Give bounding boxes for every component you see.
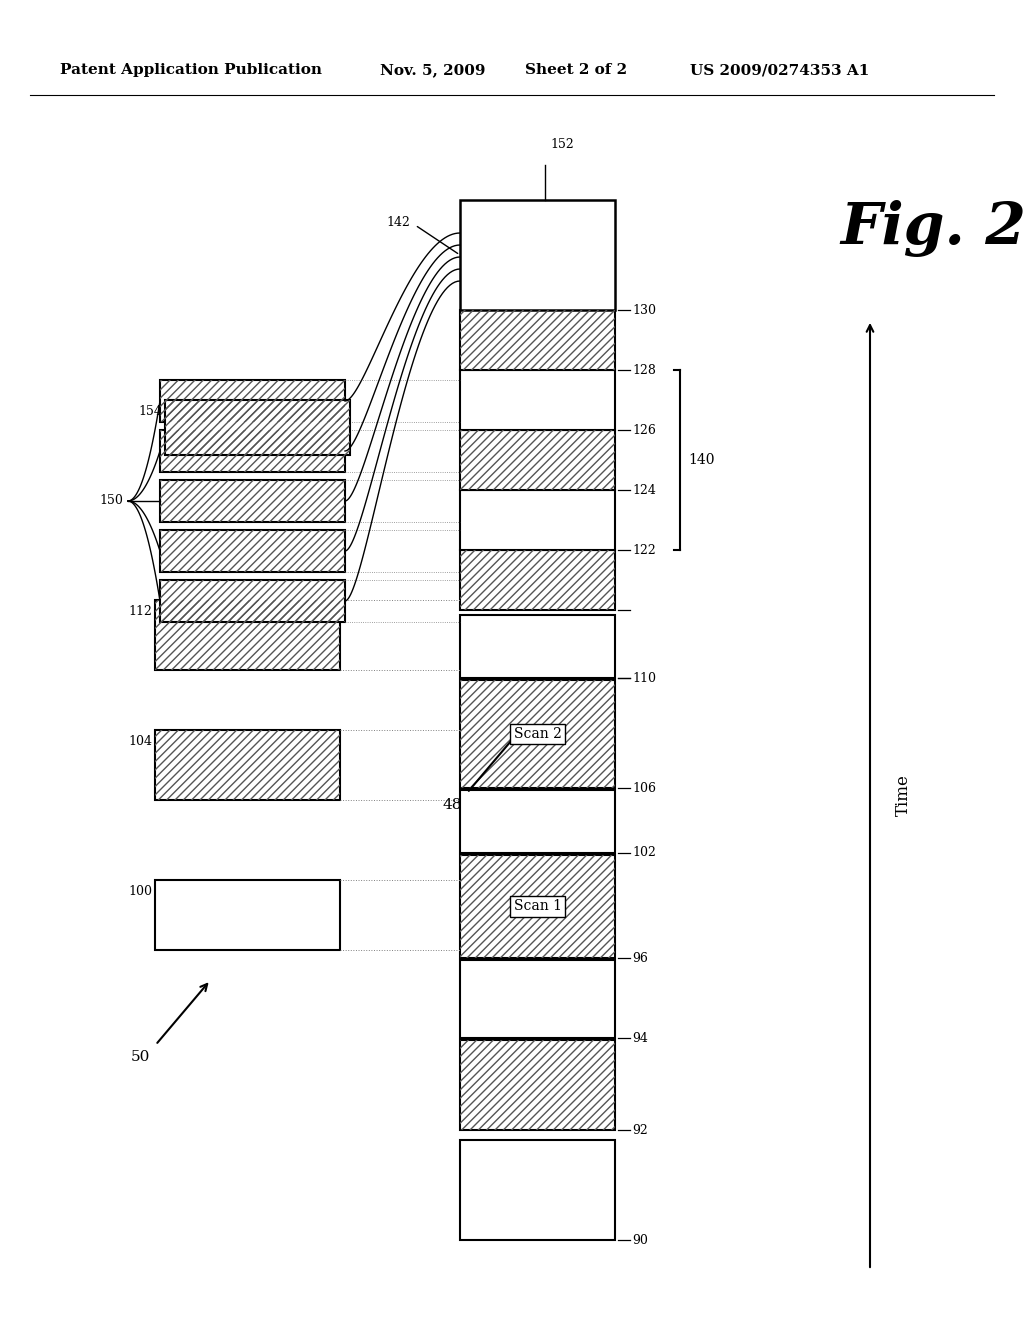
Bar: [160, 480, 345, 521]
Text: Fig. 2: Fig. 2: [840, 201, 1024, 257]
Bar: [160, 531, 345, 572]
Text: 50: 50: [131, 1049, 151, 1064]
Text: Scan 2: Scan 2: [514, 727, 561, 741]
Bar: [460, 855, 615, 958]
Text: 140: 140: [688, 453, 715, 467]
Text: 96: 96: [632, 952, 648, 965]
Bar: [165, 400, 350, 455]
Text: Scan 1: Scan 1: [513, 899, 561, 913]
Text: 126: 126: [632, 424, 656, 437]
Bar: [460, 1040, 615, 1130]
Bar: [155, 730, 340, 800]
Bar: [460, 680, 615, 788]
Bar: [165, 400, 350, 455]
Bar: [460, 855, 615, 958]
Bar: [460, 490, 615, 550]
Text: 154: 154: [138, 405, 162, 418]
Bar: [160, 579, 345, 622]
Bar: [160, 531, 345, 572]
Bar: [460, 1140, 615, 1239]
Bar: [460, 370, 615, 430]
Bar: [460, 550, 615, 610]
Text: 94: 94: [632, 1031, 648, 1044]
Text: Time: Time: [895, 774, 912, 816]
Text: 122: 122: [632, 544, 655, 557]
Bar: [460, 430, 615, 490]
Bar: [160, 380, 345, 422]
Text: 48: 48: [442, 799, 462, 812]
Bar: [460, 310, 615, 370]
Bar: [155, 601, 340, 671]
Bar: [160, 380, 345, 422]
Text: 100: 100: [128, 884, 152, 898]
Bar: [460, 615, 615, 678]
Bar: [155, 880, 340, 950]
Bar: [460, 201, 615, 310]
Text: 128: 128: [632, 363, 656, 376]
Bar: [160, 430, 345, 473]
Bar: [460, 310, 615, 370]
Text: 102: 102: [632, 846, 656, 859]
Bar: [460, 680, 615, 788]
Bar: [460, 1040, 615, 1130]
Text: 150: 150: [99, 495, 123, 507]
Bar: [460, 960, 615, 1038]
Text: US 2009/0274353 A1: US 2009/0274353 A1: [690, 63, 869, 77]
Text: 112: 112: [128, 605, 152, 618]
Bar: [155, 601, 340, 671]
Bar: [160, 480, 345, 521]
Bar: [155, 730, 340, 800]
Text: 110: 110: [632, 672, 656, 685]
Text: 92: 92: [632, 1123, 648, 1137]
Text: Nov. 5, 2009: Nov. 5, 2009: [380, 63, 485, 77]
Text: Patent Application Publication: Patent Application Publication: [60, 63, 322, 77]
Bar: [160, 579, 345, 622]
Bar: [460, 430, 615, 490]
Bar: [460, 789, 615, 853]
Text: 142: 142: [386, 216, 410, 230]
Text: 130: 130: [632, 304, 656, 317]
Text: Sheet 2 of 2: Sheet 2 of 2: [525, 63, 627, 77]
Text: 106: 106: [632, 781, 656, 795]
Bar: [460, 550, 615, 610]
Text: 124: 124: [632, 483, 656, 496]
Text: 104: 104: [128, 735, 152, 748]
Text: 90: 90: [632, 1233, 648, 1246]
Text: 152: 152: [550, 139, 574, 152]
Bar: [160, 430, 345, 473]
